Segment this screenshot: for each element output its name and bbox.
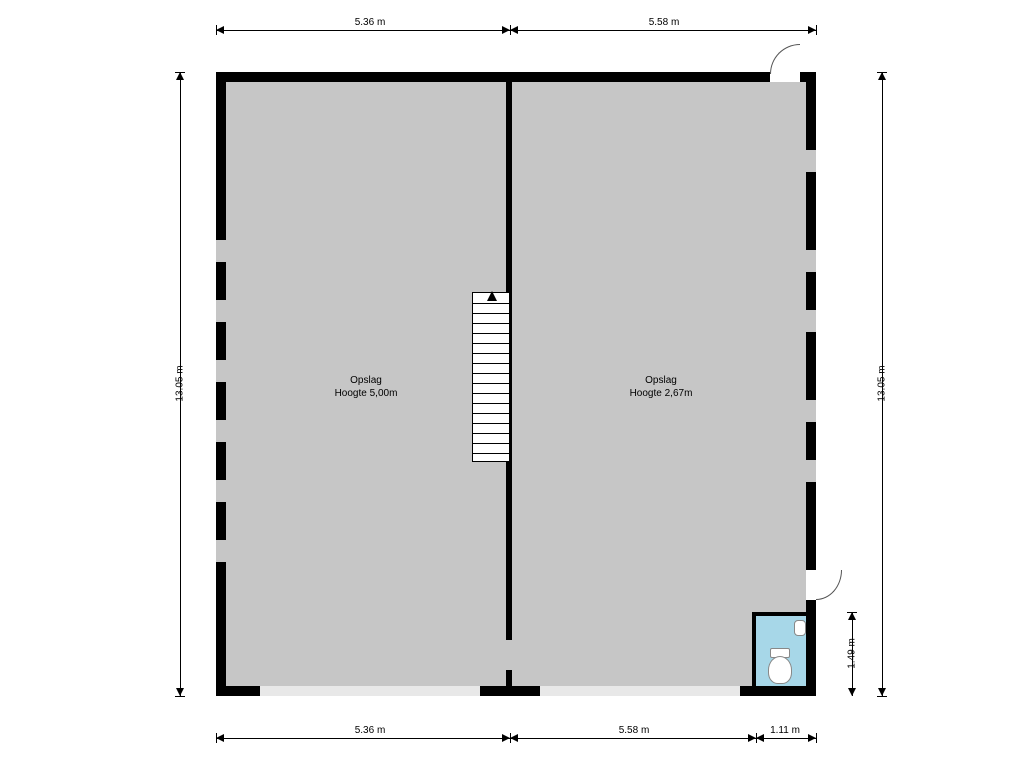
wall-top <box>216 72 816 82</box>
dim-line-top-1 <box>216 30 510 31</box>
dim-tick <box>175 696 185 697</box>
door-opening <box>540 686 740 696</box>
dim-line-top-2 <box>510 30 816 31</box>
dim-tick <box>175 72 185 73</box>
window-opening <box>806 310 816 332</box>
dim-tick <box>847 612 857 613</box>
dim-tick <box>816 733 817 743</box>
dim-arrow <box>878 72 886 80</box>
dim-tick <box>216 733 217 743</box>
dim-arrow <box>176 688 184 696</box>
window-opening <box>216 300 226 322</box>
dim-arrow <box>216 734 224 742</box>
door-arc-icon <box>770 44 800 74</box>
dim-tick <box>216 25 217 35</box>
dim-label-top-1: 5.36 m <box>340 17 400 28</box>
dim-label-bottom-3: 1.11 m <box>760 725 810 736</box>
wall-bathroom-top <box>752 612 816 616</box>
dim-tick <box>877 696 887 697</box>
room-label-left: Opslag Hoogte 5,00m <box>326 374 406 400</box>
dim-arrow <box>878 688 886 696</box>
door-opening <box>260 686 480 696</box>
room-name: Opslag <box>618 374 704 387</box>
dim-arrow <box>848 612 856 620</box>
stairs-up-arrow-icon <box>487 291 497 301</box>
dim-line-bottom-3 <box>756 738 816 739</box>
sink-icon <box>794 620 806 636</box>
door-opening <box>806 570 816 600</box>
stairs <box>472 292 510 462</box>
window-opening <box>806 150 816 172</box>
wall-bathroom-left <box>752 612 756 696</box>
dim-label-right-1: 13.05 m <box>877 354 888 414</box>
wall-left <box>216 72 226 696</box>
dim-arrow <box>502 734 510 742</box>
dim-arrow <box>808 26 816 34</box>
dim-label-bottom-2: 5.58 m <box>604 725 664 736</box>
window-opening <box>216 540 226 562</box>
window-opening <box>216 240 226 262</box>
dim-arrow <box>510 734 518 742</box>
window-opening <box>806 250 816 272</box>
dim-tick <box>877 72 887 73</box>
dim-tick <box>816 25 817 35</box>
door-opening <box>506 640 512 670</box>
room-name: Opslag <box>326 374 406 387</box>
floorplan-canvas: 5.36 m 5.58 m 5.36 m 5.58 m 1.11 m 13.05… <box>0 0 1024 768</box>
dim-label-bottom-1: 5.36 m <box>340 725 400 736</box>
window-opening <box>806 460 816 482</box>
dim-arrow <box>848 688 856 696</box>
window-opening <box>216 420 226 442</box>
window-opening <box>216 360 226 382</box>
dim-line-bottom-1 <box>216 738 510 739</box>
window-opening <box>216 480 226 502</box>
room-height: Hoogte 2,67m <box>618 387 704 400</box>
dim-line-bottom-2 <box>510 738 756 739</box>
window-opening <box>806 400 816 422</box>
dim-arrow <box>176 72 184 80</box>
door-arc-icon <box>816 570 842 600</box>
dim-label-right-2: 1.49 m <box>847 626 858 682</box>
dim-arrow <box>510 26 518 34</box>
dim-arrow <box>748 734 756 742</box>
room-label-right: Opslag Hoogte 2,67m <box>618 374 704 400</box>
dim-label-left: 13.05 m <box>175 354 186 414</box>
dim-label-top-2: 5.58 m <box>634 17 694 28</box>
dim-arrow <box>502 26 510 34</box>
room-height: Hoogte 5,00m <box>326 387 406 400</box>
dim-arrow <box>216 26 224 34</box>
toilet-icon <box>768 648 792 684</box>
